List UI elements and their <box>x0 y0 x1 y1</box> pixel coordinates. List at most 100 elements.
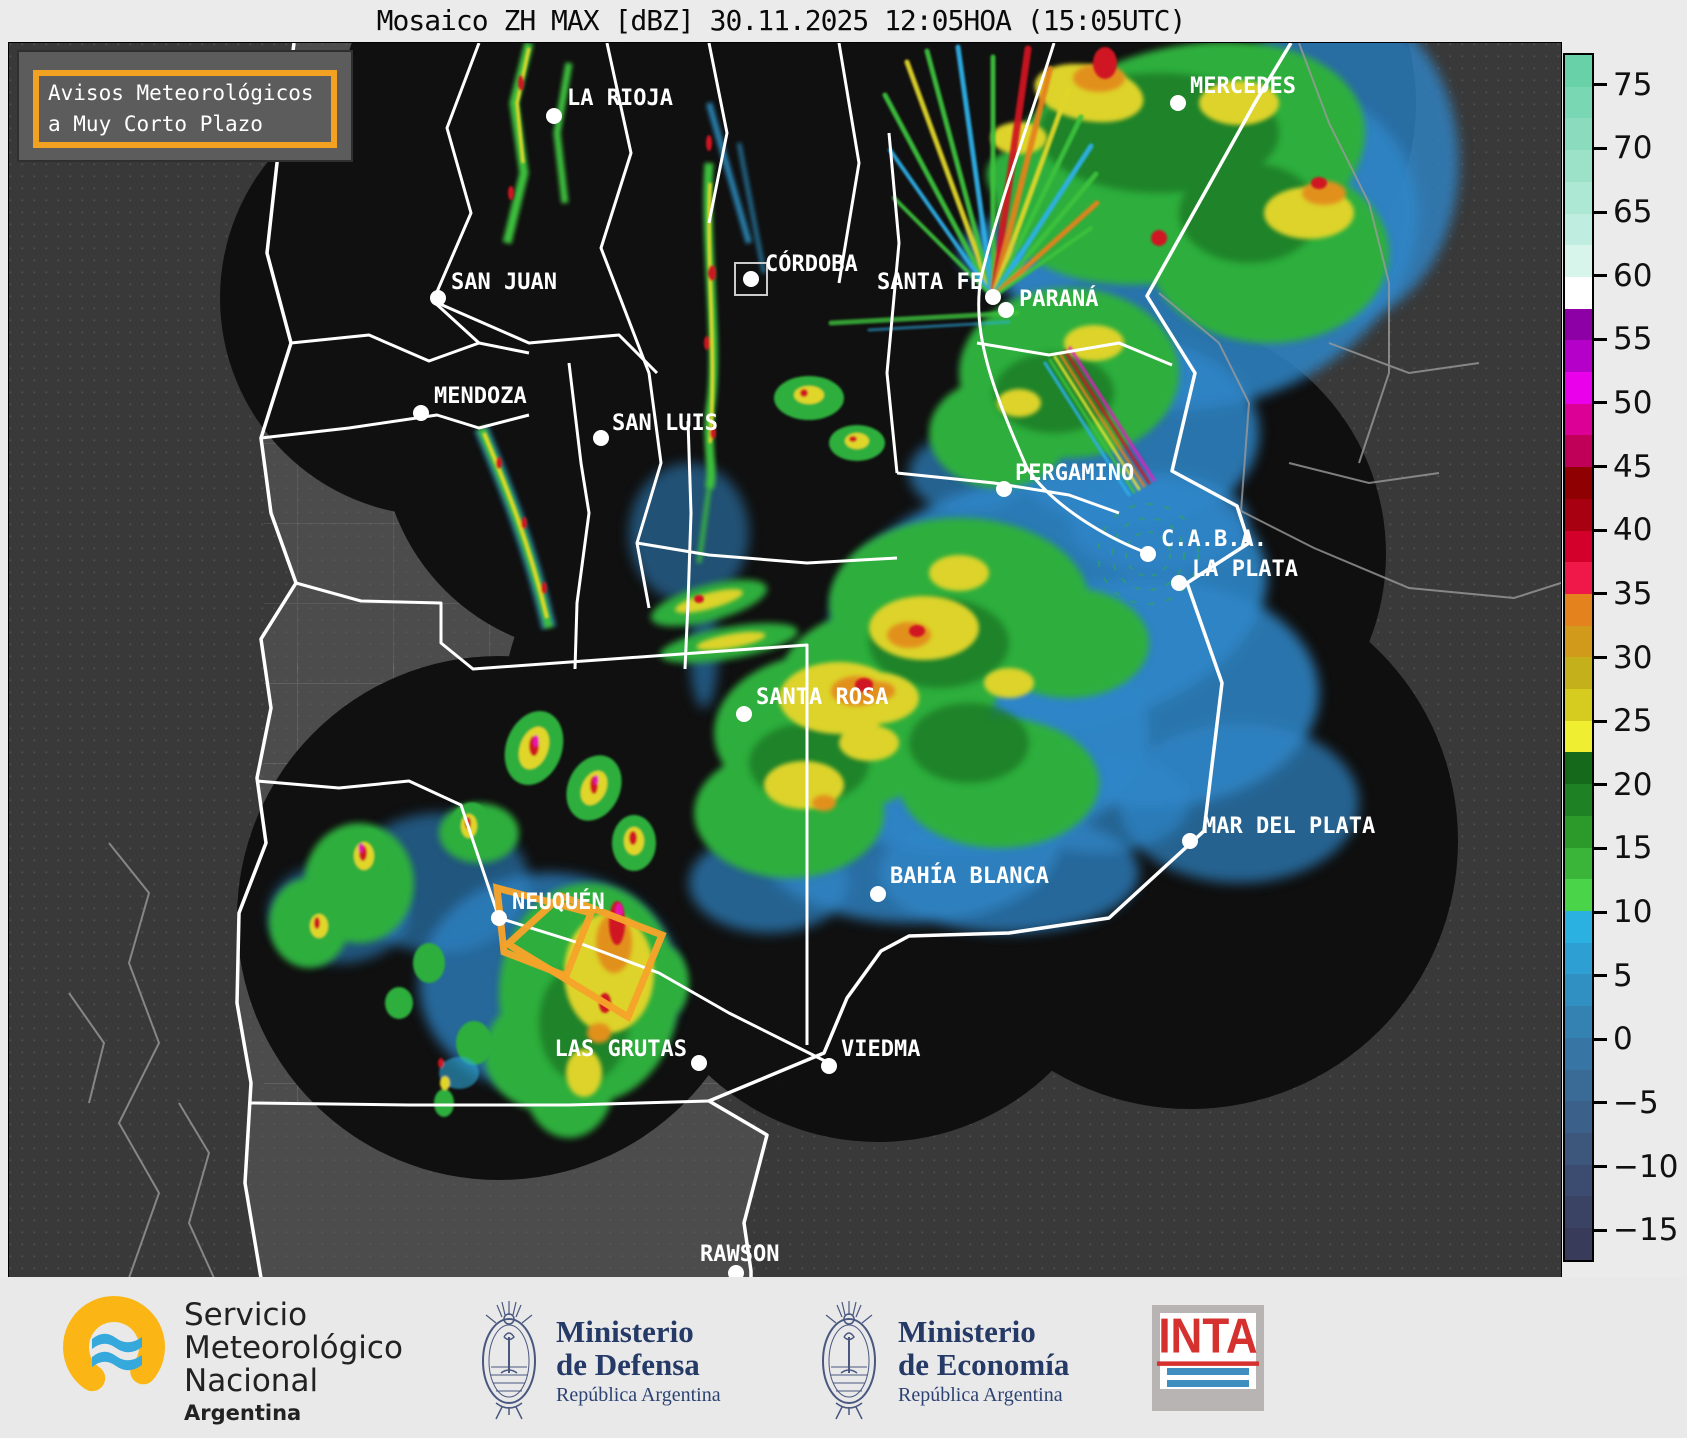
defensa-coat-of-arms-icon <box>482 1301 536 1420</box>
alert-banner-line1: Avisos Meteorológicos <box>48 81 314 105</box>
economia-coat-of-arms-icon <box>822 1301 876 1420</box>
city-label: RAWSON <box>700 1242 779 1267</box>
city-marker: SANTA ROSA <box>736 685 888 722</box>
rainbow-spike <box>1043 346 1156 497</box>
colorbar-tick-label: −15 <box>1613 1212 1679 1249</box>
smn-logo-icon <box>63 1296 165 1398</box>
city-marker: PARANÁ <box>998 286 1098 318</box>
colorbar-tick-label: 15 <box>1613 830 1653 867</box>
city-marker: SAN JUAN <box>430 270 557 306</box>
city-label: NEUQUÉN <box>512 889 605 915</box>
city-dot <box>736 706 752 722</box>
city-label: PERGAMINO <box>1015 461 1134 486</box>
city-marker: BAHÍA BLANCA <box>870 863 1049 902</box>
colorbar-tick-mark <box>1594 1165 1607 1169</box>
city-label: LA RIOJA <box>567 86 673 111</box>
smn-line2: Meteorológico <box>184 1330 403 1366</box>
city-dot <box>728 1265 744 1278</box>
warning-polygon <box>502 891 667 1023</box>
inta-bar-1 <box>1167 1368 1249 1375</box>
smn-line3: Nacional <box>184 1363 319 1399</box>
city-marker: SANTA FE <box>877 270 1001 305</box>
city-dot <box>691 1055 707 1071</box>
inta-bar-2 <box>1167 1380 1249 1387</box>
city-dot <box>593 430 609 446</box>
inta-logo: INTA <box>1152 1305 1264 1411</box>
colorbar-tick-label: 35 <box>1613 575 1653 612</box>
colorbar-tick-mark <box>1594 274 1607 278</box>
defensa-title2: de Defensa <box>556 1347 700 1382</box>
city-marker: RAWSON <box>700 1242 779 1278</box>
city-label: SANTA ROSA <box>756 685 888 710</box>
caba-rings <box>1097 503 1199 605</box>
city-dot <box>1140 546 1156 562</box>
colorbar-tick-mark <box>1594 1101 1607 1105</box>
city-marker: MENDOZA <box>413 384 527 421</box>
colorbar-tick-mark <box>1594 146 1607 150</box>
city-dot <box>413 405 429 421</box>
city-marker: VIEDMA <box>821 1037 920 1074</box>
colorbar-tick-mark <box>1594 401 1607 405</box>
economia-wordmark: Ministerio de Economía República Argenti… <box>898 1315 1069 1407</box>
dbz-colorbar <box>1563 53 1594 1262</box>
colorbar-tick-label: 20 <box>1613 766 1653 803</box>
city-label: SAN LUIS <box>612 411 718 436</box>
economia-title1: Ministerio <box>898 1314 1036 1349</box>
colorbar-tick-mark <box>1594 1037 1607 1041</box>
radar-site-square <box>734 262 768 296</box>
colorbar-tick-label: 10 <box>1613 894 1653 931</box>
city-dot <box>430 290 446 306</box>
city-marker: LA RIOJA <box>546 86 673 124</box>
city-label: SANTA FE <box>877 270 983 295</box>
city-marker-layer: LA RIOJA SAN JUAN MENDOZA SAN LUIS CÓRDOBA SA… <box>413 74 1375 1278</box>
radar-map: LA RIOJA SAN JUAN MENDOZA SAN LUIS CÓRDOBA SA… <box>8 42 1562 1279</box>
city-dot <box>996 481 1012 497</box>
warning-polygon-layer <box>492 883 667 1023</box>
radar-map-svg: LA RIOJA SAN JUAN MENDOZA SAN LUIS CÓRDOBA SA… <box>9 43 1561 1278</box>
colorbar-tick-label: 60 <box>1613 257 1653 294</box>
colorbar-tick-mark <box>1594 528 1607 532</box>
colorbar-tick-label: −10 <box>1613 1148 1679 1185</box>
city-marker: NEUQUÉN <box>491 889 605 926</box>
economia-title2: de Economía <box>898 1347 1070 1382</box>
city-marker: C.A.B.A. <box>1140 527 1267 562</box>
colorbar-tick-label: 5 <box>1613 957 1633 994</box>
inta-label: INTA <box>1157 1312 1259 1366</box>
city-marker: PERGAMINO <box>996 461 1134 497</box>
city-dot <box>870 886 886 902</box>
colorbar-segments <box>1565 55 1592 1260</box>
colorbar-tick-mark <box>1594 83 1607 87</box>
city-dot <box>998 302 1014 318</box>
alert-banner[interactable]: Avisos Meteorológicos a Muy Corto Plazo <box>17 50 353 162</box>
colorbar-tick-mark <box>1594 910 1607 914</box>
radar-echo-layer <box>269 43 1459 1138</box>
colorbar-tick-label: 30 <box>1613 639 1653 676</box>
interference-spikes <box>828 44 1100 332</box>
smn-country: Argentina <box>184 1401 302 1425</box>
city-dot <box>1170 95 1186 111</box>
city-label: BAHÍA BLANCA <box>890 863 1049 889</box>
colorbar-tick-mark <box>1594 1228 1607 1232</box>
city-label: LA PLATA <box>1192 557 1298 582</box>
city-marker: MAR DEL PLATA <box>1182 814 1375 849</box>
defensa-country: República Argentina <box>556 1384 721 1406</box>
alert-banner-line2: a Muy Corto Plazo <box>48 112 263 136</box>
colorbar-tick-mark <box>1594 719 1607 723</box>
defensa-title1: Ministerio <box>556 1314 694 1349</box>
colorbar-tick-label: 55 <box>1613 321 1653 358</box>
colorbar-tick-label: 0 <box>1613 1021 1633 1058</box>
city-marker: CÓRDOBA <box>743 251 858 287</box>
colorbar-tick-label: 75 <box>1613 66 1653 103</box>
city-label: MAR DEL PLATA <box>1203 814 1375 839</box>
city-label: C.A.B.A. <box>1161 527 1267 552</box>
colorbar-tick-mark <box>1594 210 1607 214</box>
colorbar-tick-mark <box>1594 592 1607 596</box>
footer: Servicio Meteorológico Nacional Argentin… <box>0 1277 1687 1438</box>
convective-cells <box>297 43 885 1117</box>
colorbar-tick-mark <box>1594 337 1607 341</box>
colorbar-tick-label: 45 <box>1613 448 1653 485</box>
colorbar-tick-mark <box>1594 974 1607 978</box>
city-marker: LA PLATA <box>1171 557 1298 591</box>
argentina-outline <box>235 43 1293 1278</box>
smn-wordmark: Servicio Meteorológico Nacional Argentin… <box>184 1299 403 1426</box>
